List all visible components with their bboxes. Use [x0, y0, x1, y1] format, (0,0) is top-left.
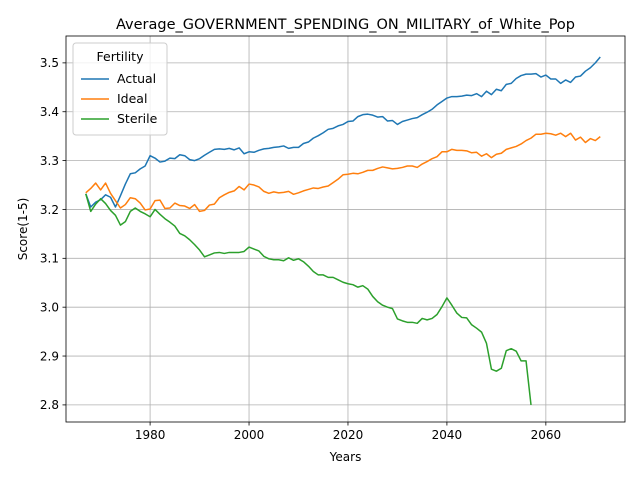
- series-line-sterile: [85, 193, 532, 405]
- x-tick-label: 1980: [135, 428, 166, 442]
- legend-title: Fertility: [97, 49, 145, 64]
- y-tick-label: 2.8: [40, 398, 59, 412]
- y-tick-label: 3.5: [40, 56, 59, 70]
- x-tick-label: 2060: [531, 428, 562, 442]
- grid-lines: [66, 36, 625, 422]
- x-tick-label: 2040: [432, 428, 463, 442]
- y-axis-ticks: 2.8 2.9 3.0 3.1 3.2 3.3 3.4 3.5: [40, 56, 66, 412]
- x-axis-ticks: 1980 2000 2020 2040 2060: [135, 422, 561, 442]
- legend: Fertility Actual Ideal Sterile: [72, 42, 168, 136]
- y-tick-label: 3.0: [40, 300, 59, 314]
- x-tick-label: 2000: [234, 428, 265, 442]
- series-line-ideal: [85, 132, 601, 213]
- y-tick-label: 3.3: [40, 154, 59, 168]
- legend-label-ideal: Ideal: [117, 91, 147, 106]
- x-axis-label: Years: [329, 450, 362, 464]
- x-tick-label: 2020: [333, 428, 364, 442]
- chart-title: Average_GOVERNMENT_SPENDING_ON_MILITARY_…: [116, 17, 575, 33]
- plot-frame: [65, 35, 626, 423]
- y-axis-label: Score(1-5): [16, 198, 30, 261]
- series-line-actual: [85, 56, 601, 208]
- y-tick-label: 2.9: [40, 349, 59, 363]
- y-tick-label: 3.1: [40, 252, 59, 266]
- y-tick-label: 3.4: [40, 105, 59, 119]
- legend-box: [72, 42, 168, 136]
- legend-label-actual: Actual: [117, 71, 156, 86]
- series-lines: [85, 56, 601, 405]
- legend-label-sterile: Sterile: [117, 111, 158, 126]
- y-tick-label: 3.2: [40, 203, 59, 217]
